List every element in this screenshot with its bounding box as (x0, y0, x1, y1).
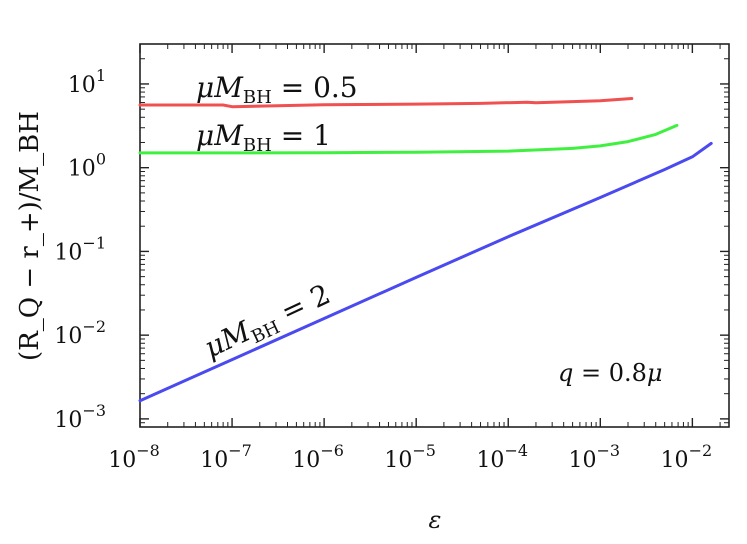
series-line-2 (138, 141, 713, 403)
x-axis-ticks: 10−8 10−7 10−6 10−5 10−4 10−3 10−2 (108, 44, 721, 473)
series-lines (138, 97, 713, 403)
x-tick-label: 10−8 (108, 441, 160, 473)
x-tick-label: 10−6 (292, 441, 344, 473)
plot-frame (139, 43, 730, 428)
y-axis-ticks: 101 100 10−1 10−2 10−3 (54, 43, 729, 433)
y-tick-label: 10−1 (54, 233, 106, 265)
x-tick-label: 10−2 (661, 441, 713, 473)
y-axis-label: (R_Q − r_+)/M_BH (15, 111, 45, 361)
y-tick-label: 101 (68, 66, 106, 98)
series-label-1: μMBH = 1 (196, 119, 331, 156)
series-line-1 (138, 123, 679, 155)
y-tick-label: 10−2 (54, 317, 106, 349)
series-line-0 (138, 97, 634, 109)
x-tick-label: 10−4 (476, 441, 528, 473)
x-tick-label: 10−5 (384, 441, 436, 473)
y-tick-label: 10−3 (54, 401, 106, 433)
series-label-0: μMBH = 0.5 (196, 71, 358, 108)
annotation-q: q = 0.8μ (558, 359, 663, 387)
x-axis-label: ε (429, 506, 442, 534)
x-tick-label: 10−3 (569, 441, 621, 473)
x-tick-label: 10−7 (200, 441, 252, 473)
y-tick-label: 100 (68, 150, 106, 182)
